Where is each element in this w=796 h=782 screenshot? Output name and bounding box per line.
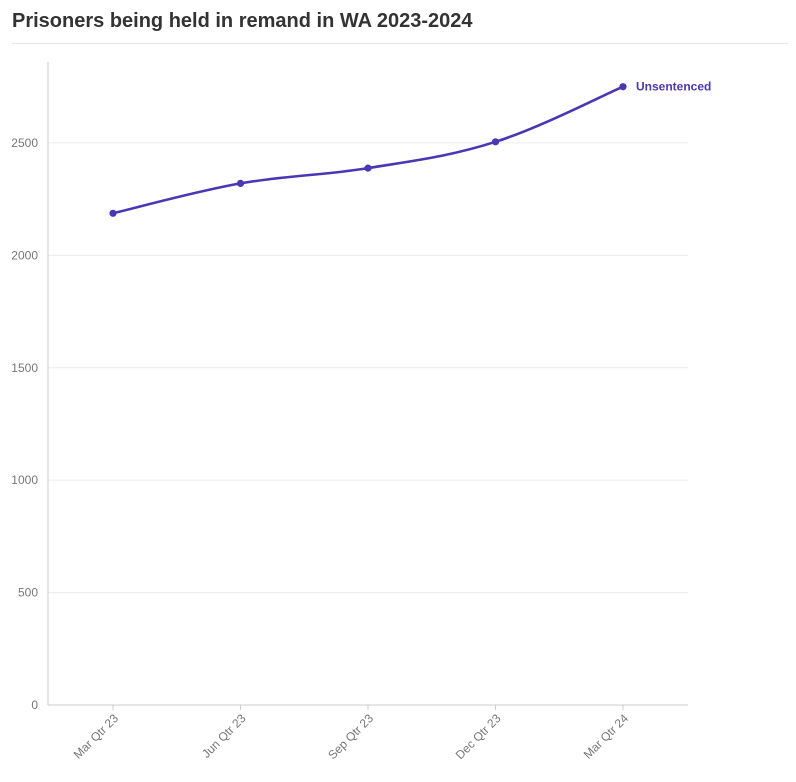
x-axis: Mar Qtr 23 Jun Qtr 23 Sep Qtr 23 Dec Qtr 23… [48, 704, 688, 762]
y-tick-label: 0 [31, 698, 38, 712]
chart-title: Prisoners being held in remand in WA 202… [12, 10, 473, 32]
x-tick-label: Sep Qtr 23 [325, 711, 376, 762]
series-line [111, 85, 625, 215]
y-tick-label: 500 [18, 586, 38, 600]
y-tick-label: 1500 [11, 361, 38, 375]
y-tick-label: 2000 [11, 248, 38, 262]
data-point [109, 209, 117, 217]
x-tick-label: Mar Qtr 24 [581, 711, 632, 762]
x-tick-label: Mar Qtr 23 [71, 711, 122, 762]
series-layer: Unsentenced [109, 80, 711, 217]
series-label: Unsentenced [636, 80, 711, 94]
y-tick-label: 1000 [11, 473, 38, 487]
data-point [619, 83, 627, 91]
x-tick-label: Dec Qtr 23 [453, 711, 504, 762]
data-point [236, 179, 245, 188]
y-axis: 0 500 1000 1500 2000 2500 [11, 62, 49, 712]
gridlines [48, 142, 688, 594]
data-point [491, 138, 500, 146]
data-point [364, 164, 372, 172]
title-divider [12, 43, 788, 44]
x-tick-label: Jun Qtr 23 [199, 711, 249, 761]
y-tick-label: 2500 [11, 136, 38, 150]
